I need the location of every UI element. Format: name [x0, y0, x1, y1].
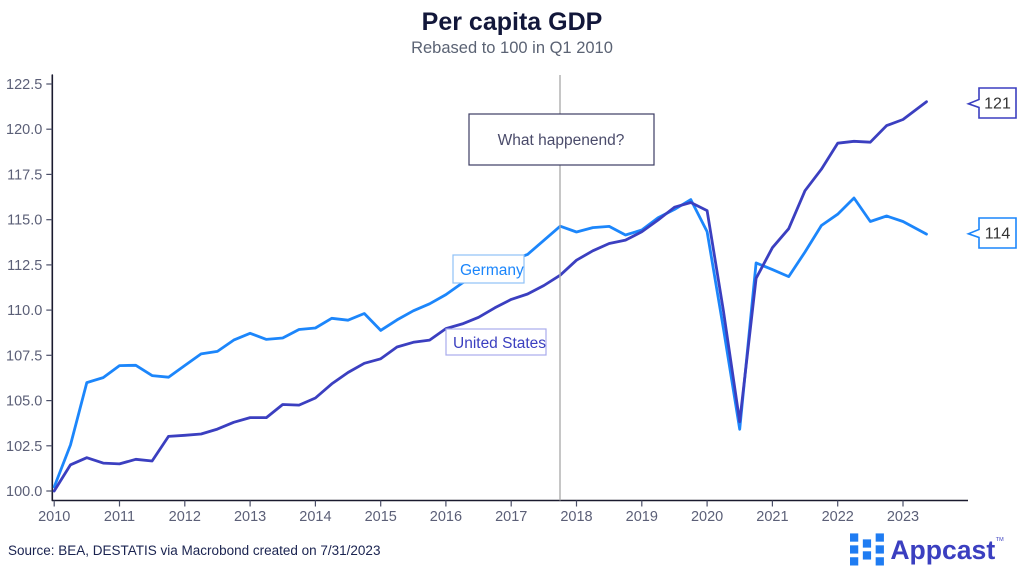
- svg-text:What happenend?: What happenend?: [498, 132, 625, 149]
- svg-text:2021: 2021: [756, 509, 788, 525]
- svg-text:110.0: 110.0: [7, 303, 42, 319]
- svg-text:United States: United States: [453, 335, 546, 352]
- svg-text:2012: 2012: [169, 509, 201, 525]
- svg-text:102.5: 102.5: [6, 439, 42, 455]
- svg-text:2020: 2020: [691, 509, 723, 525]
- svg-text:2014: 2014: [299, 509, 331, 525]
- svg-text:122.5: 122.5: [6, 77, 42, 93]
- svg-text:Appcast: Appcast: [890, 535, 995, 565]
- svg-text:2013: 2013: [234, 509, 266, 525]
- svg-text:2022: 2022: [822, 509, 854, 525]
- svg-text:100.0: 100.0: [6, 484, 42, 500]
- svg-text:121: 121: [984, 96, 1011, 113]
- svg-text:105.0: 105.0: [6, 394, 42, 410]
- svg-text:2019: 2019: [626, 509, 658, 525]
- svg-text:2010: 2010: [38, 509, 70, 525]
- svg-text:Germany: Germany: [460, 262, 524, 279]
- svg-text:2016: 2016: [430, 509, 462, 525]
- svg-text:117.5: 117.5: [7, 167, 42, 183]
- svg-text:115.0: 115.0: [7, 213, 42, 229]
- svg-text:120.0: 120.0: [6, 122, 42, 138]
- svg-text:2023: 2023: [887, 509, 919, 525]
- svg-text:2017: 2017: [495, 509, 527, 525]
- svg-text:TM: TM: [996, 537, 1004, 543]
- svg-text:2018: 2018: [560, 509, 592, 525]
- svg-text:114: 114: [985, 226, 1011, 243]
- svg-text:2011: 2011: [104, 509, 135, 525]
- svg-text:112.5: 112.5: [7, 258, 42, 274]
- svg-text:107.5: 107.5: [6, 348, 42, 364]
- svg-text:2015: 2015: [365, 509, 397, 525]
